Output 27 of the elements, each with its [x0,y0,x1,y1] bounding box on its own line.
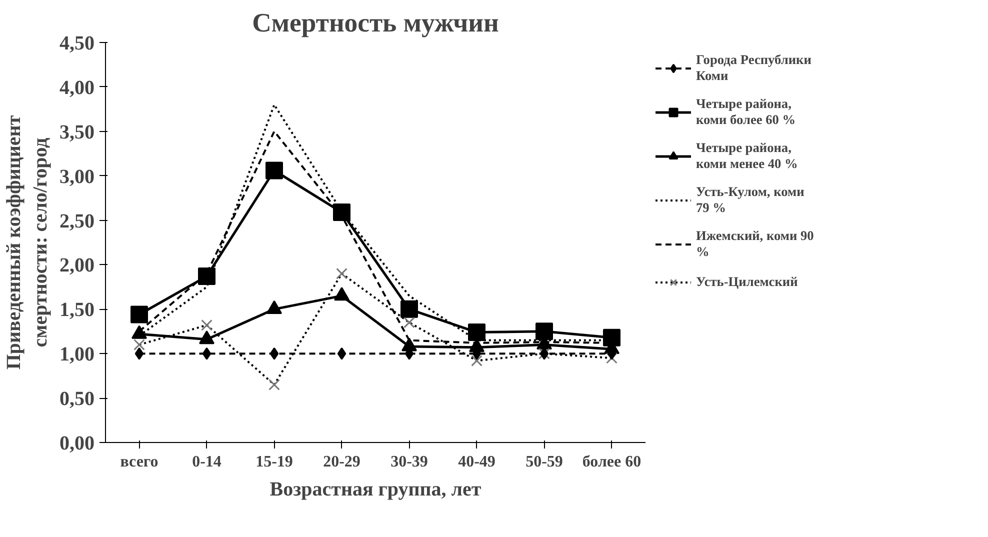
x-tick-label: 20-29 [323,454,360,470]
y-tick-label: 4,50 [60,32,94,54]
legend-label: Усть-Кулом, коми 79 % [696,184,804,216]
y-tick-label: 3,00 [60,166,94,188]
x-tick-label: 0-14 [192,454,222,470]
x-tick-label: 40-49 [458,454,496,470]
y-tick-label: 3,50 [60,121,94,144]
legend-label: Четыре района, коми более 60 % [696,96,796,128]
y-tick-label: 0,00 [60,432,94,454]
y-axis-title: Приведенный коэффициент смертности: село/город [3,115,52,370]
y-tick-label: 0,50 [60,388,94,410]
y-tick-label: 4,00 [60,76,94,99]
x-tick-label: 30-39 [390,454,428,470]
y-tick-label: 2,00 [60,254,94,277]
chart-title: Смертность мужчин [252,8,499,38]
x-tick-label: 50-59 [526,454,563,470]
x-axis-title: Возрастная группа, лет [270,478,482,500]
legend-label: Города Республики Коми [696,52,812,84]
y-tick-label: 2,50 [60,210,94,232]
x-tick-label: всего [120,454,158,470]
x-tick-label: 15-19 [256,454,293,470]
legend-label: Усть-Цилемский [696,274,798,290]
y-tick-label: 1,00 [60,344,94,366]
x-tick-label: более 60 [582,454,642,470]
legend-label: Ижемский, коми 90 % [696,228,814,260]
legend-label: Четыре района, коми менее 40 % [696,140,798,172]
y-tick-label: 1,50 [60,299,94,322]
